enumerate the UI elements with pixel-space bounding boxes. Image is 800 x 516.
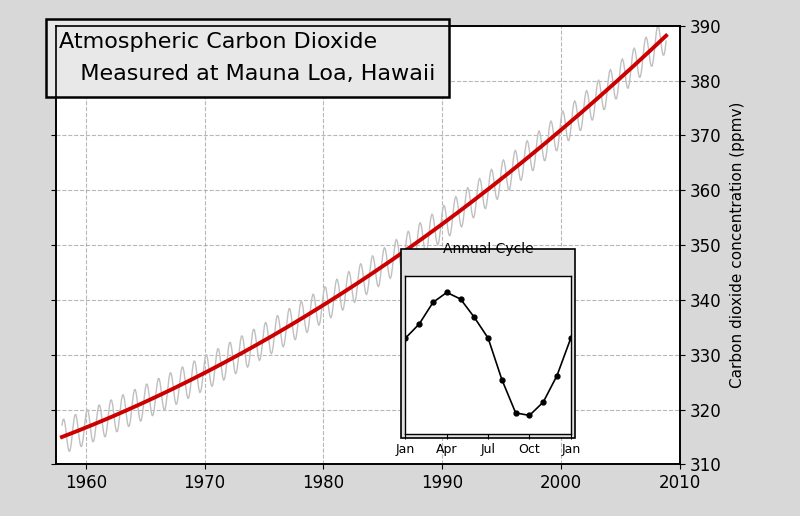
Title: Annual Cycle: Annual Cycle [443, 241, 534, 256]
Y-axis label: Carbon dioxide concentration (ppmv): Carbon dioxide concentration (ppmv) [730, 102, 745, 388]
Text: Atmospheric Carbon Dioxide
   Measured at Mauna Loa, Hawaii: Atmospheric Carbon Dioxide Measured at M… [59, 33, 435, 84]
